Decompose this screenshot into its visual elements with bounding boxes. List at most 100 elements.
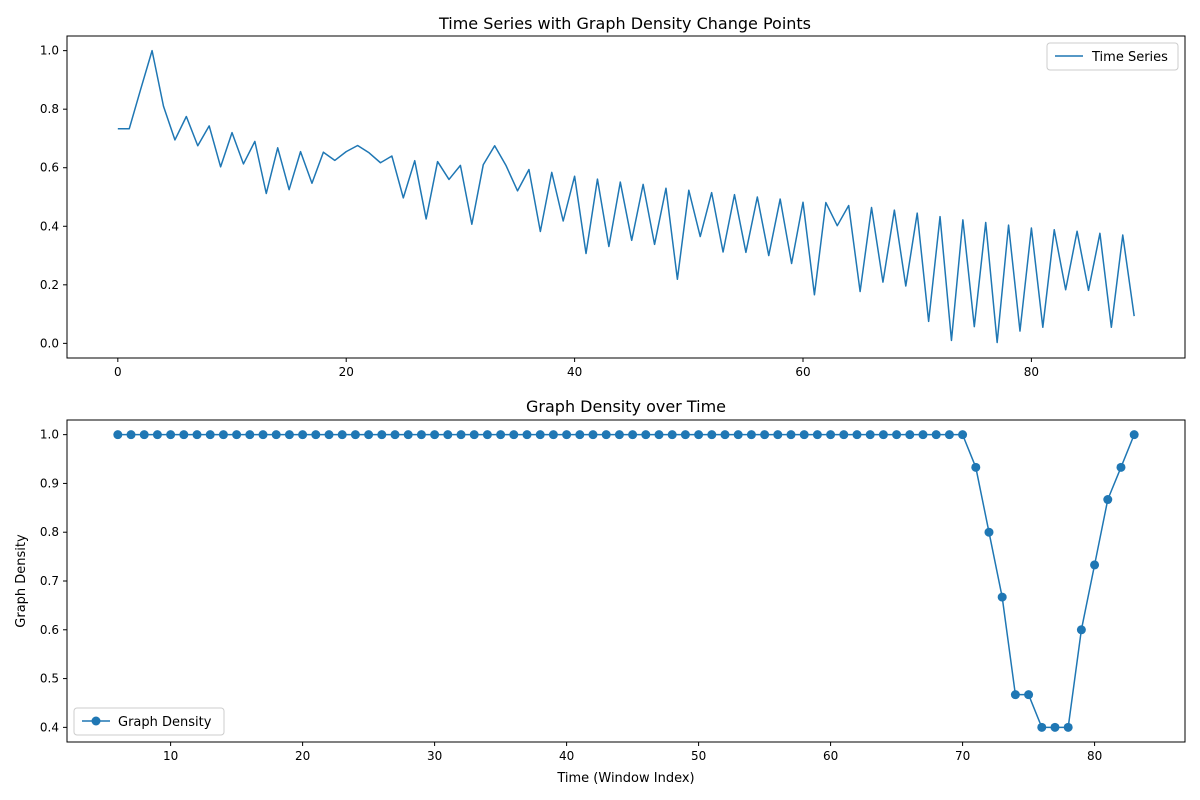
data-point xyxy=(350,430,360,440)
data-point xyxy=(271,430,281,440)
x-tick-label: 20 xyxy=(339,365,354,379)
data-point xyxy=(496,430,506,440)
data-point xyxy=(733,430,743,440)
legend-box xyxy=(73,707,225,736)
data-point xyxy=(575,430,585,440)
data-point xyxy=(1129,430,1139,440)
legend-marker-swatch xyxy=(91,716,101,726)
data-point xyxy=(258,430,268,440)
y-tick-label: 0.6 xyxy=(40,623,59,637)
data-point xyxy=(812,430,822,440)
data-point xyxy=(905,430,915,440)
time-series-panel: Time Series with Graph Density Change Po… xyxy=(40,14,1186,379)
data-point xyxy=(878,430,888,440)
y-axis-ticks: 0.4 0.5 0.6 0.7 0.8 0.9 1.0 xyxy=(40,428,67,734)
legend: Time Series xyxy=(1046,42,1179,71)
data-point xyxy=(469,430,479,440)
data-point xyxy=(997,592,1007,602)
data-point xyxy=(337,430,347,440)
y-tick-label: 0.2 xyxy=(40,278,59,292)
data-point xyxy=(284,430,294,440)
x-tick-label: 70 xyxy=(955,749,970,763)
data-point xyxy=(1103,495,1113,505)
y-tick-label: 0.4 xyxy=(40,219,59,233)
y-tick-label: 1.0 xyxy=(40,428,59,442)
data-point xyxy=(364,430,374,440)
data-point xyxy=(694,430,704,440)
data-point xyxy=(1010,690,1020,700)
data-point xyxy=(535,430,545,440)
series-layer xyxy=(113,430,1139,732)
data-point xyxy=(799,430,809,440)
data-point xyxy=(126,430,136,440)
data-point xyxy=(773,430,783,440)
data-point xyxy=(614,430,624,440)
data-point xyxy=(786,430,796,440)
data-point xyxy=(205,430,215,440)
data-point xyxy=(509,430,519,440)
data-point xyxy=(826,430,836,440)
data-point xyxy=(1063,722,1073,732)
y-axis-ticks: 0.0 0.2 0.4 0.6 0.8 1.0 xyxy=(40,44,67,350)
data-point xyxy=(944,430,954,440)
data-point xyxy=(245,430,255,440)
legend: Graph Density xyxy=(73,707,225,736)
chart-title: Time Series with Graph Density Change Po… xyxy=(438,14,811,33)
chart-title: Graph Density over Time xyxy=(526,397,726,416)
x-tick-label: 60 xyxy=(823,749,838,763)
data-point xyxy=(179,430,189,440)
x-axis-ticks: 10 20 30 40 50 60 70 80 xyxy=(163,742,1102,763)
legend-label: Time Series xyxy=(1091,50,1168,65)
data-point xyxy=(548,430,558,440)
y-tick-label: 1.0 xyxy=(40,44,59,58)
data-point xyxy=(852,430,862,440)
y-tick-label: 0.8 xyxy=(40,525,59,539)
y-axis-label: Graph Density xyxy=(14,534,29,628)
data-point xyxy=(1050,722,1060,732)
data-point xyxy=(984,527,994,537)
data-point xyxy=(522,430,532,440)
x-axis-ticks: 0 20 40 60 80 xyxy=(114,358,1039,379)
legend-label: Graph Density xyxy=(118,715,212,730)
data-point xyxy=(588,430,598,440)
data-point xyxy=(456,430,466,440)
data-point xyxy=(958,430,968,440)
y-tick-label: 0.5 xyxy=(40,672,59,686)
x-tick-label: 10 xyxy=(163,749,178,763)
data-point xyxy=(746,430,756,440)
data-point xyxy=(430,430,440,440)
data-point xyxy=(416,430,426,440)
data-point xyxy=(152,430,162,440)
data-point xyxy=(667,430,677,440)
data-point xyxy=(218,430,228,440)
data-point xyxy=(601,430,611,440)
data-point xyxy=(139,430,149,440)
x-tick-label: 0 xyxy=(114,365,122,379)
x-tick-label: 50 xyxy=(691,749,706,763)
data-point xyxy=(192,430,202,440)
x-tick-label: 80 xyxy=(1024,365,1039,379)
data-point xyxy=(760,430,770,440)
data-point xyxy=(680,430,690,440)
data-point xyxy=(113,430,123,440)
data-point xyxy=(641,430,651,440)
data-point xyxy=(839,430,849,440)
y-tick-label: 0.9 xyxy=(40,476,59,490)
data-point xyxy=(443,430,453,440)
data-point xyxy=(1116,462,1126,472)
plot-frame xyxy=(66,419,1186,743)
data-point xyxy=(1037,722,1047,732)
data-point xyxy=(377,430,387,440)
data-point xyxy=(931,430,941,440)
y-tick-label: 0.8 xyxy=(40,102,59,116)
y-tick-label: 0.0 xyxy=(40,336,59,350)
x-tick-label: 80 xyxy=(1087,749,1102,763)
x-tick-label: 40 xyxy=(559,749,574,763)
data-point xyxy=(892,430,902,440)
data-point xyxy=(1024,690,1034,700)
data-point xyxy=(403,430,413,440)
x-tick-label: 20 xyxy=(295,749,310,763)
series-line xyxy=(117,49,1135,344)
